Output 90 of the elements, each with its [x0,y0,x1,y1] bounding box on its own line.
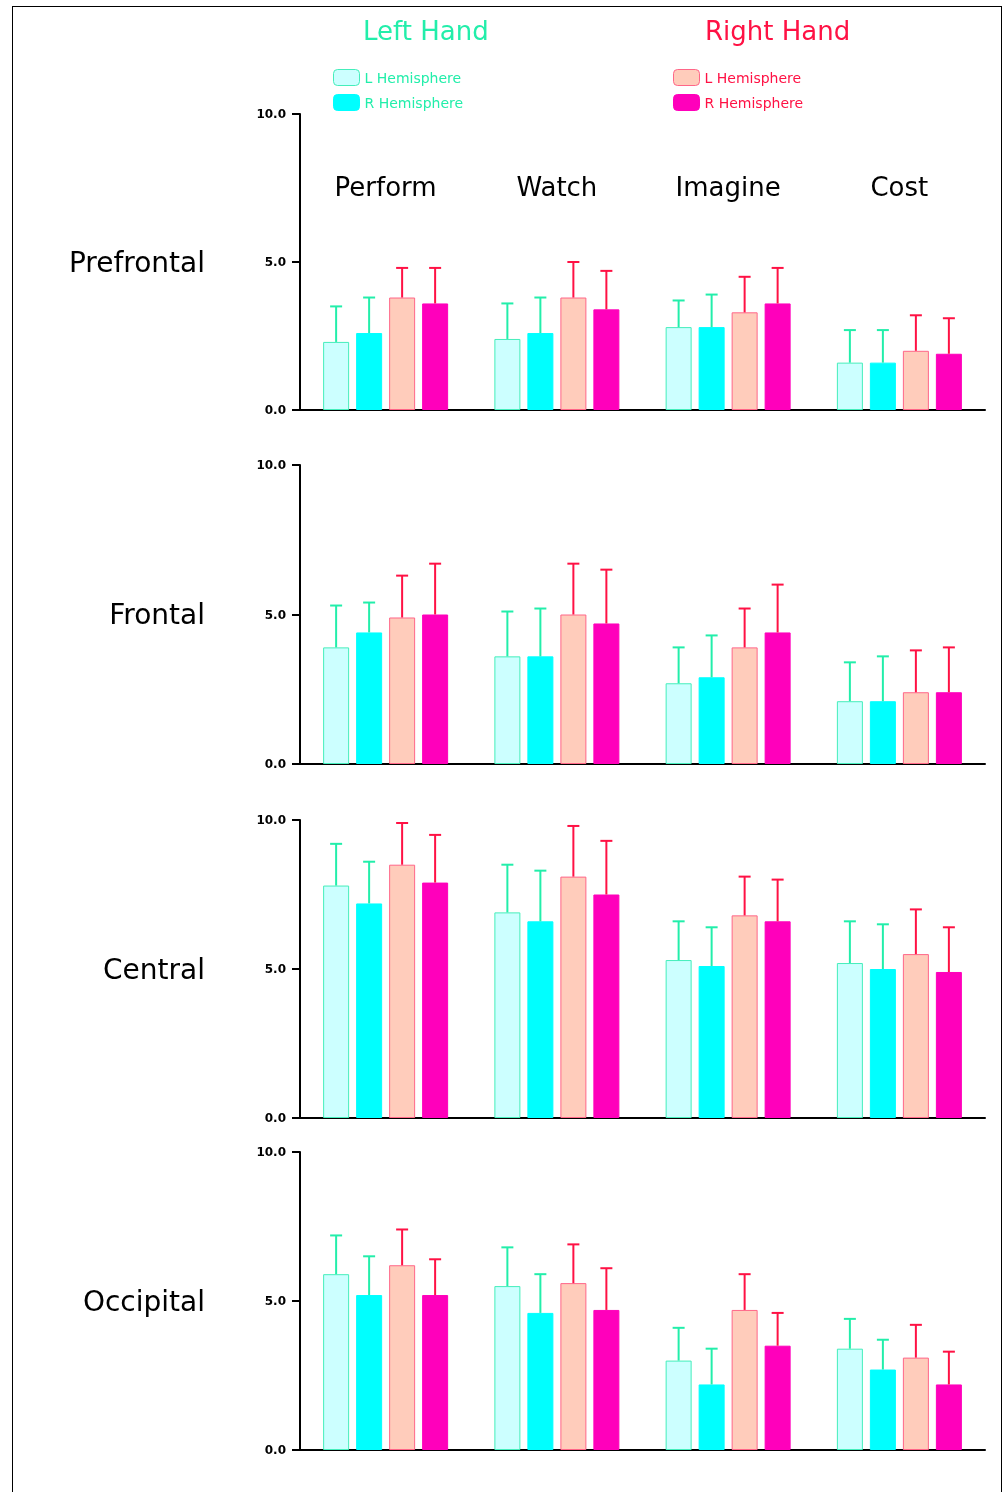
bar [731,312,758,410]
bar [836,1348,863,1450]
x-tick-label: Cost [870,172,929,202]
bar [527,921,554,1118]
bar [836,963,863,1118]
bar [764,921,791,1118]
bar [593,1309,620,1450]
bar [593,623,620,764]
bar [698,1384,725,1450]
bar [389,617,416,764]
bar [836,701,863,764]
text: Left Hand [363,16,489,46]
y-tick-label: 0.0 [264,1443,286,1457]
bar [560,297,587,410]
bar [527,1312,554,1450]
bar [902,954,929,1118]
bar [869,1369,896,1450]
bar [869,362,896,410]
y-tick-label: 10.0 [256,458,286,472]
y-axis-title: Frontal [109,598,205,631]
bar [764,632,791,764]
bar [323,1274,350,1450]
bar [698,327,725,410]
bar [323,647,350,764]
bar [764,1345,791,1450]
bar [935,1384,962,1450]
y-tick-label: 5.0 [264,1294,286,1308]
legend-label: R Hemisphere [364,94,464,111]
bar [935,971,962,1118]
bar [731,915,758,1118]
bar [356,333,383,410]
bar [935,692,962,764]
bar [527,333,554,410]
bar [902,350,929,410]
bar [665,1360,692,1450]
bar [389,1265,416,1450]
bar [389,864,416,1118]
bar [527,656,554,764]
x-tick-label: Imagine [675,172,781,202]
x-tick-label: Watch [516,172,598,202]
bar [323,885,350,1118]
bar [356,903,383,1118]
legend-label: L Hemisphere [364,69,462,86]
y-tick-label: 5.0 [264,962,286,976]
bar [494,656,521,764]
bar [560,876,587,1118]
y-tick-label: 0.0 [264,1111,286,1125]
y-tick-label: 0.0 [264,403,286,417]
text: Right Hand [705,16,851,46]
y-tick-label: 0.0 [264,757,286,771]
bar [731,647,758,764]
bar [698,677,725,764]
bar [665,683,692,764]
bar [869,701,896,764]
bar [902,692,929,764]
bar [935,353,962,410]
bar [422,1295,449,1450]
y-tick-label: 10.0 [256,813,286,827]
legend-label: R Hemisphere [704,94,804,111]
bar [731,1309,758,1450]
bar [422,882,449,1118]
bar [494,1286,521,1450]
bar [593,309,620,410]
y-tick-label: 5.0 [264,255,286,269]
bar [665,960,692,1118]
y-axis-title: Occipital [82,1284,205,1318]
bar [356,632,383,764]
bar [665,327,692,410]
bar [560,614,587,764]
bar [389,297,416,410]
bar [422,614,449,764]
y-tick-label: 5.0 [264,607,286,622]
bar [560,1283,587,1450]
legend-label: L Hemisphere [704,69,802,86]
bar [902,1357,929,1450]
y-tick-label: 10.0 [256,107,286,121]
y-axis-title: Central [103,952,205,986]
bar [356,1295,383,1450]
bar [869,969,896,1118]
bar [494,338,521,410]
x-tick-label: Perform [334,172,437,202]
bar [323,341,350,410]
bar [593,894,620,1118]
bar [494,912,521,1118]
bar [698,966,725,1118]
bar [422,303,449,410]
bar [764,303,791,410]
y-tick-label: 10.0 [256,1145,286,1159]
bar [836,362,863,410]
y-axis-title: Prefrontal [68,245,205,279]
